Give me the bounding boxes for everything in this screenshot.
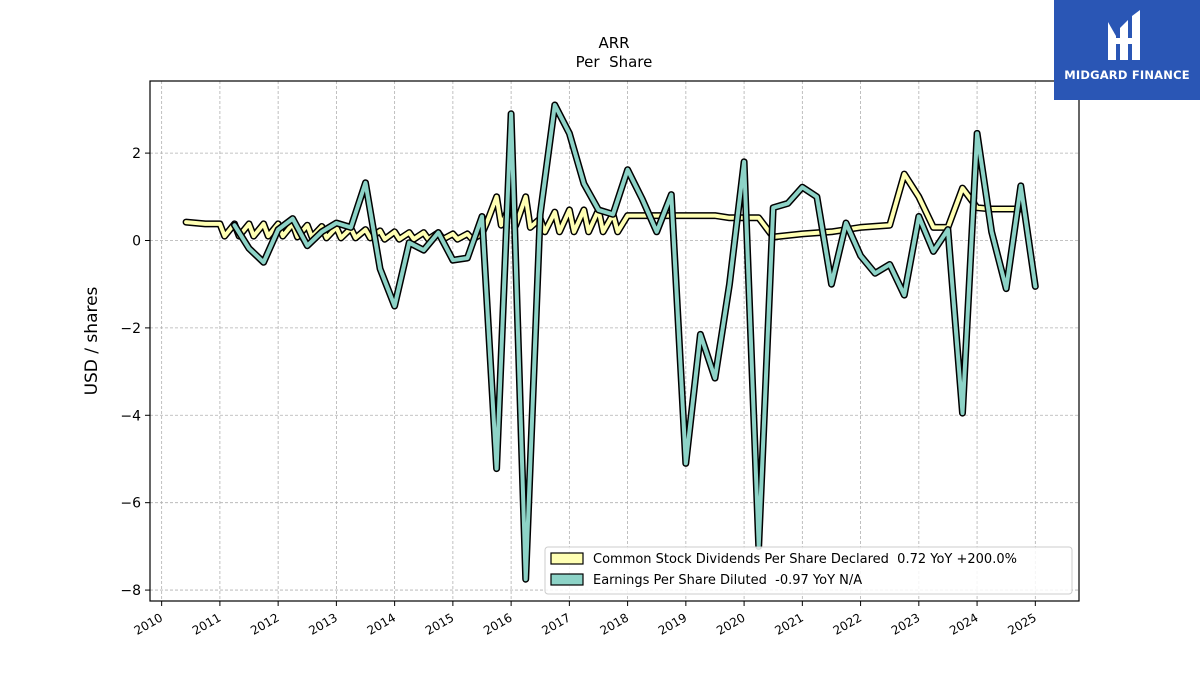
x-tick-label: 2014 <box>365 610 398 637</box>
y-tick-label: −6 <box>120 496 141 512</box>
x-tick-label: 2023 <box>889 610 922 637</box>
y-tick-label: −8 <box>120 583 141 599</box>
series-group <box>182 101 1039 583</box>
x-tick-label: 2016 <box>481 610 514 637</box>
x-tick-label: 2018 <box>598 610 631 637</box>
x-tick-label: 2022 <box>831 610 864 637</box>
y-axis-label: USD / shares <box>82 286 102 395</box>
x-tick-label: 2011 <box>190 610 223 637</box>
legend-box <box>544 546 1073 595</box>
series-line-eps <box>232 103 1038 582</box>
x-tick-label: 2017 <box>539 610 572 637</box>
chart-title: ARR <box>598 34 629 52</box>
x-tick-label: 2015 <box>423 610 456 637</box>
brand-logo: MIDGARD FINANCE <box>1054 0 1200 100</box>
legend-label-dividends: Common Stock Dividends Per Share Declare… <box>593 552 1017 567</box>
chart-subtitle: Per Share <box>576 53 653 71</box>
plot-frame <box>149 80 1080 602</box>
y-tick-label: −2 <box>120 321 141 337</box>
y-axis: −8 −6 −4 −2 0 2 <box>120 146 150 599</box>
x-tick-label: 2025 <box>1005 610 1038 637</box>
legend-swatch-eps <box>550 573 584 586</box>
x-tick-label: 2020 <box>714 610 747 637</box>
x-tick-label: 2013 <box>306 610 339 637</box>
x-tick-label: 2019 <box>656 610 689 637</box>
x-axis: 2010 2011 2012 2013 2014 2015 2016 2017 2018 2019… <box>132 601 1039 638</box>
y-tick-label: −4 <box>120 408 141 424</box>
x-tick-label: 2010 <box>132 610 165 637</box>
y-tick-label: 0 <box>132 233 141 249</box>
legend: Common Stock Dividends Per Share Declare… <box>544 546 1073 595</box>
logo-text: MIDGARD FINANCE <box>1064 68 1190 82</box>
series-line-eps-outline <box>231 101 1039 583</box>
legend-swatch-dividends <box>550 552 584 565</box>
logo-mark-icon <box>1108 10 1140 60</box>
legend-label-eps: Earnings Per Share Diluted -0.97 YoY N/A <box>593 573 862 588</box>
grid <box>150 81 1079 601</box>
x-tick-label: 2021 <box>772 610 805 637</box>
x-tick-label: 2012 <box>248 610 281 637</box>
y-tick-label: 2 <box>132 146 141 162</box>
x-tick-label: 2024 <box>947 610 980 637</box>
